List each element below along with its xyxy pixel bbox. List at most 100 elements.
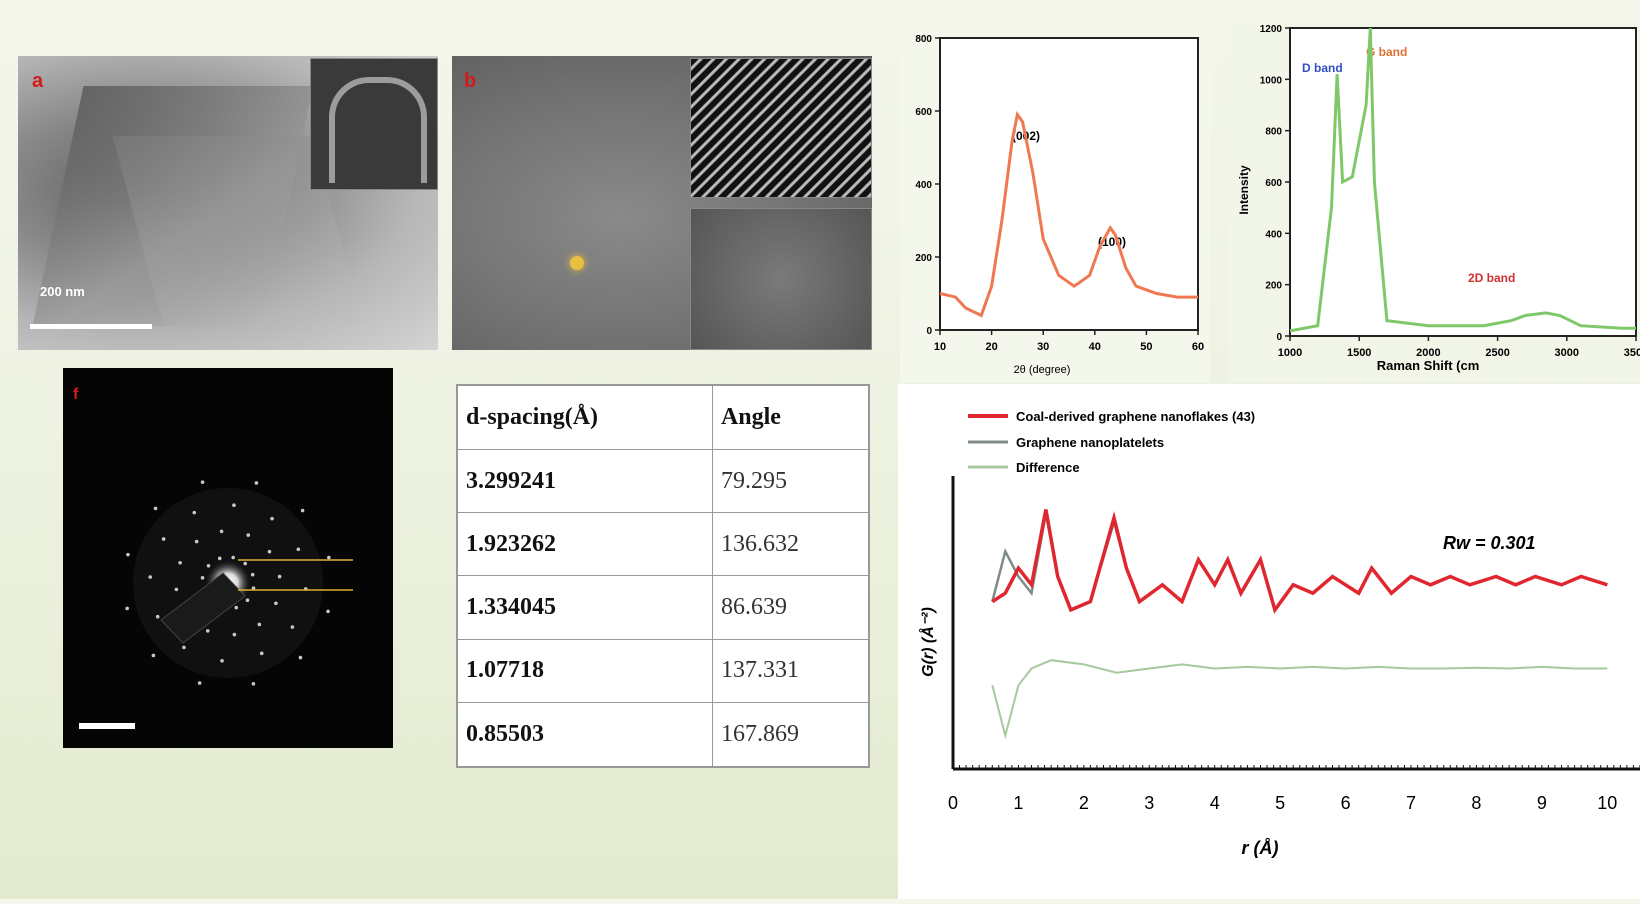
d-spacing-cell: 1.334045 — [456, 575, 713, 640]
diffraction-spot — [298, 655, 303, 660]
saed-diffraction — [79, 480, 353, 729]
xrd-plot-area — [939, 37, 1199, 331]
raman-x-axis-label: Raman Shift (cm — [1377, 358, 1480, 373]
raman-y-tick-label: 200 — [1265, 281, 1282, 292]
panel-label-f: f — [73, 386, 79, 403]
xrd-chart-svg: 2θ (degree) (002) (100) 10 20 30 40 50 600200… — [900, 28, 1210, 383]
diffraction-spot — [231, 555, 235, 560]
diffraction-spot — [197, 681, 202, 685]
table-row: 1.07718 137.331 — [456, 638, 870, 704]
angle-cell: 79.295 — [711, 448, 870, 514]
xrd-y-tick-label: 400 — [915, 180, 932, 191]
diffraction-spot — [194, 539, 199, 544]
legend-entry: Difference — [1016, 460, 1080, 475]
diffraction-spot — [217, 556, 222, 561]
angle-cell: 137.331 — [711, 638, 870, 704]
legend-entry: Graphene nanoplatelets — [1016, 435, 1164, 450]
lattice-fringe-inset — [690, 58, 872, 198]
diffraction-spot — [126, 552, 130, 557]
column-header-angle: Angle — [711, 384, 870, 450]
table-row: 3.299241 79.295 — [456, 448, 870, 514]
pdf-x-tick-label: 7 — [1406, 793, 1416, 813]
diffraction-spot — [232, 632, 237, 637]
d-spacing-table: d-spacing(Å) Angle 3.299241 79.295 1.923… — [456, 384, 870, 768]
diffraction-spot — [300, 508, 305, 513]
diffraction-spot — [232, 503, 236, 508]
raman-g-band-label: G band — [1366, 45, 1407, 59]
diffraction-spot — [267, 549, 272, 554]
pdf-x-tick-label: 8 — [1471, 793, 1481, 813]
diffraction-spot — [251, 682, 256, 686]
pdf-x-tick-label: 9 — [1537, 793, 1547, 813]
diffraction-spot — [148, 575, 153, 579]
angle-cell: 167.869 — [711, 702, 870, 768]
pdf-x-tick-label: 2 — [1079, 793, 1089, 813]
table-row: 0.85503 167.869 — [456, 702, 870, 768]
diffraction-spot — [205, 629, 210, 633]
raman-y-tick-label: 1200 — [1260, 24, 1283, 35]
raman-y-tick-label: 800 — [1265, 127, 1282, 138]
pdf-x-tick-label: 6 — [1341, 793, 1351, 813]
diffraction-spot — [245, 598, 250, 603]
diffraction-spot — [200, 480, 205, 484]
hrtem-image-b: b — [452, 56, 872, 350]
xrd-x-tick-label: 10 — [934, 341, 946, 353]
d-spacing-cell: 1.07718 — [456, 638, 713, 704]
raman-x-tick-label: 2000 — [1416, 347, 1440, 359]
xrd-x-tick-label: 40 — [1089, 341, 1101, 353]
diffraction-spot — [200, 576, 205, 580]
table-row: 1.923262 136.632 — [456, 512, 870, 577]
xrd-y-tick-label: 0 — [926, 326, 932, 337]
table-row: 1.334045 86.639 — [456, 575, 870, 640]
diffraction-spot — [178, 560, 182, 565]
raman-x-tick-label: 2500 — [1485, 347, 1509, 359]
panel-label-a: a — [32, 70, 44, 92]
hrtem-inset — [690, 208, 872, 350]
panel-label-b: b — [464, 70, 477, 92]
raman-x-tick-label: 1000 — [1278, 347, 1302, 359]
raman-series-line — [1289, 27, 1636, 333]
raman-chart: Intensity Raman Shift (cm D band G band … — [1228, 20, 1640, 387]
diffraction-spot — [161, 537, 166, 541]
diffraction-spot — [174, 587, 179, 592]
angle-cell: 136.632 — [711, 512, 870, 577]
d-spacing-cell: 0.85503 — [456, 702, 713, 768]
diffraction-spot — [274, 601, 278, 606]
d-spacing-cell: 3.299241 — [456, 448, 713, 514]
pdf-rw-annotation: Rw = 0.301 — [1443, 533, 1536, 553]
angle-cell: 86.639 — [711, 575, 870, 640]
pdf-x-tick-label: 4 — [1210, 793, 1220, 813]
xrd-series-line — [939, 110, 1198, 318]
pdf-legend: Coal-derived graphene nanoflakes (43) Gr… — [968, 409, 1255, 475]
xrd-x-tick-label: 60 — [1192, 341, 1204, 353]
scale-bar-label: 200 nm — [40, 284, 85, 299]
pdf-x-tick-label: 1 — [1013, 793, 1023, 813]
xrd-y-tick-label: 600 — [915, 107, 932, 118]
raman-2d-band-label: 2D band — [1468, 271, 1515, 285]
scale-bar — [30, 324, 152, 329]
xrd-x-tick-label: 30 — [1037, 341, 1049, 353]
diffraction-spot — [206, 563, 211, 568]
raman-d-band-label: D band — [1302, 61, 1343, 75]
diffraction-spot — [153, 506, 158, 511]
diffraction-spot — [219, 529, 224, 534]
diffraction-spot — [270, 516, 274, 521]
saed-pattern: f — [63, 368, 393, 748]
diffraction-spot — [296, 547, 301, 552]
pdf-x-tick-label: 3 — [1144, 793, 1154, 813]
raman-y-tick-label: 600 — [1265, 178, 1282, 189]
pdf-x-tick-label: 0 — [948, 793, 958, 813]
raman-x-tick-label: 1500 — [1347, 347, 1371, 359]
pdf-x-tick-label: 5 — [1275, 793, 1285, 813]
diffraction-spot — [327, 555, 331, 560]
pdf-series-coal-derived — [991, 509, 1608, 614]
raman-chart-svg: Intensity Raman Shift (cm D band G band … — [1228, 20, 1640, 382]
raman-y-tick-label: 1000 — [1260, 75, 1283, 86]
diffraction-spot — [234, 605, 239, 610]
raman-y-axis-label: Intensity — [1237, 165, 1251, 215]
raman-plot-area — [1289, 27, 1637, 337]
pdf-y-axis-label: G(r) (Å⁻²) — [918, 607, 937, 677]
raman-y-tick-label: 0 — [1276, 332, 1282, 343]
pdf-x-tick-label: 10 — [1597, 793, 1617, 813]
